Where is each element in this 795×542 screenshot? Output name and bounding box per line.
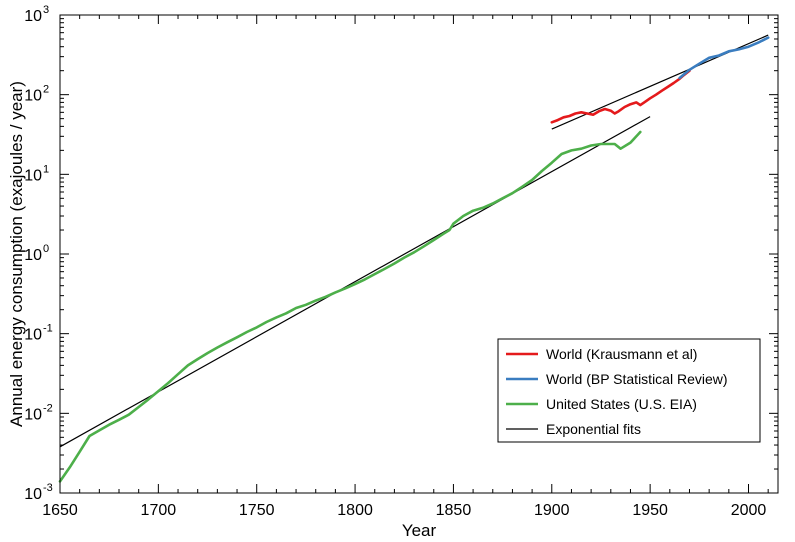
legend-label-exponential-fits: Exponential fits: [546, 421, 641, 437]
y-tick-exponent: 1: [43, 163, 49, 175]
series-line-united-states-u-s-eia: [58, 130, 642, 483]
x-tick-label: 2000: [731, 502, 767, 519]
x-tick-label: 1800: [337, 502, 373, 519]
y-tick-exponent: -3: [43, 482, 53, 494]
y-tick-label: 10: [24, 88, 42, 105]
y-tick-exponent: 3: [43, 4, 49, 16]
y-tick-label: 10: [24, 327, 42, 344]
y-tick-label: 10: [24, 8, 42, 25]
legend: World (Krausmann et al) World (BP Statist…: [497, 338, 761, 443]
series-layer: [58, 34, 770, 483]
y-tick-label: 10: [24, 167, 42, 184]
y-tick-exponent: -1: [43, 323, 53, 335]
x-tick-label: 1850: [436, 502, 472, 519]
y-tick-label: 10: [24, 406, 42, 423]
y-tick-exponent: 0: [43, 243, 49, 255]
series-line-world-bp-statistical-review: [678, 36, 770, 80]
legend-label-united-states-u-s-eia: United States (U.S. EIA): [546, 396, 697, 412]
x-tick-label: 1750: [239, 502, 275, 519]
legend-label-world-bp-statistical-review: World (BP Statistical Review): [546, 371, 728, 387]
legend-box: [497, 338, 761, 443]
x-tick-label: 1950: [632, 502, 668, 519]
x-tick-label: 1650: [42, 502, 78, 519]
y-tick-label: 10: [24, 486, 42, 503]
x-tick-label: 1900: [534, 502, 570, 519]
y-axis-label: Annual energy consumption (exajoules / y…: [7, 81, 26, 427]
series-line-world-krausmann-et-al: [550, 69, 691, 124]
legend-label-world-krausmann-et-al: World (Krausmann et al): [546, 346, 697, 362]
x-axis-ticks: 1650 1700 1750 1800 1850 1900 1950 2000: [42, 15, 769, 519]
y-tick-label: 10: [24, 247, 42, 264]
x-tick-label: 1700: [141, 502, 177, 519]
x-axis-label: Year: [402, 521, 437, 540]
y-tick-exponent: -2: [43, 402, 53, 414]
y-tick-exponent: 2: [43, 84, 49, 96]
